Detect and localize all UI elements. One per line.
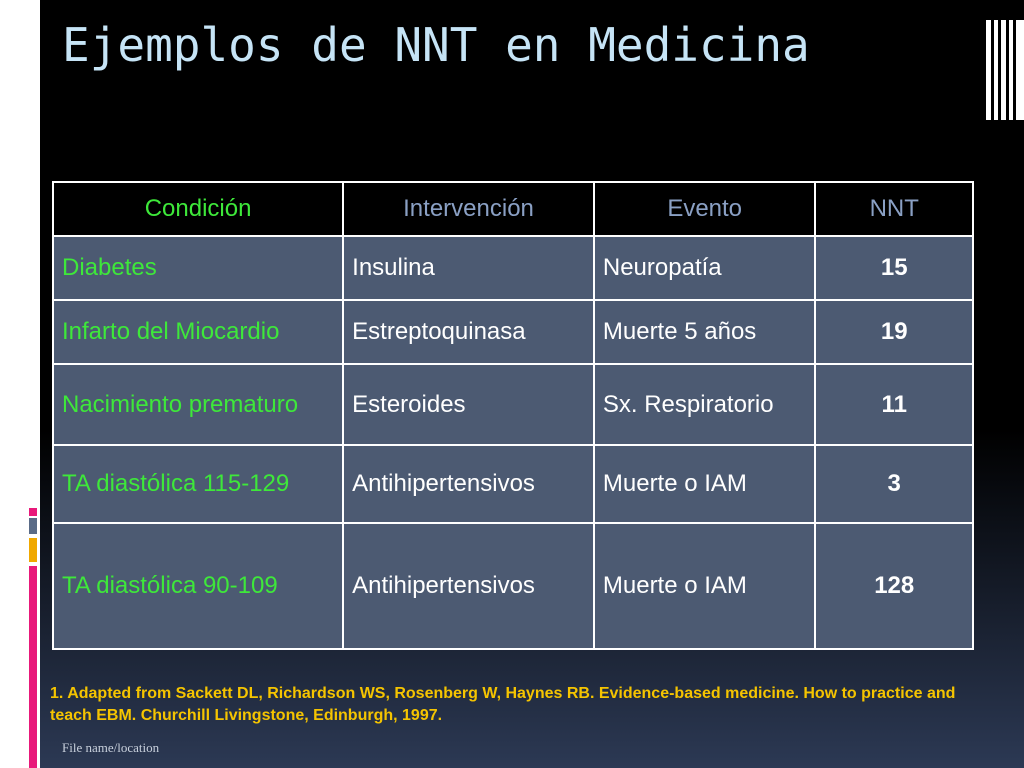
accent-bar-gold: [29, 538, 37, 562]
cell-nnt: 19: [814, 299, 974, 365]
header-evento: Evento: [592, 181, 817, 237]
table-row: TA diastólica 115-129 Antihipertensivos …: [51, 444, 974, 524]
reference-footnote: 1. Adapted from Sackett DL, Richardson W…: [50, 685, 956, 725]
table-header-row: Condición Intervención Evento NNT: [51, 181, 974, 237]
accent-bar-pink: [29, 566, 37, 768]
cell-evento: Muerte 5 años: [592, 299, 817, 365]
file-location-label: File name/location: [62, 740, 160, 755]
table-row: Diabetes Insulina Neuropatía 15: [51, 235, 974, 301]
accent-bar-slate: [29, 518, 37, 534]
cell-nnt: 3: [814, 444, 974, 524]
cell-condicion: TA diastólica 115-129: [51, 444, 345, 524]
header-nnt: NNT: [814, 181, 974, 237]
cell-condicion: TA diastólica 90-109: [51, 522, 345, 650]
header-intervencion: Intervención: [342, 181, 595, 237]
cell-evento: Neuropatía: [592, 235, 817, 301]
cell-intervencion: Estreptoquinasa: [342, 299, 595, 365]
table-row: TA diastólica 90-109 Antihipertensivos M…: [51, 522, 974, 650]
cell-nnt: 128: [814, 522, 974, 650]
decorative-stripes: [986, 20, 1024, 120]
cell-nnt: 15: [814, 235, 974, 301]
table-row: Infarto del Miocardio Estreptoquinasa Mu…: [51, 299, 974, 365]
cell-intervencion: Esteroides: [342, 363, 595, 446]
cell-evento: Muerte o IAM: [592, 444, 817, 524]
nnt-table: Condición Intervención Evento NNT Diabet…: [51, 181, 974, 650]
accent-bar-pink-small: [29, 508, 37, 516]
cell-intervencion: Antihipertensivos: [342, 444, 595, 524]
table-row: Nacimiento prematuro Esteroides Sx. Resp…: [51, 363, 974, 446]
cell-condicion: Infarto del Miocardio: [51, 299, 345, 365]
cell-condicion: Diabetes: [51, 235, 345, 301]
cell-nnt: 11: [814, 363, 974, 446]
cell-intervencion: Insulina: [342, 235, 595, 301]
slide-title: Ejemplos de NNT en Medicina: [62, 18, 810, 72]
cell-evento: Sx. Respiratorio: [592, 363, 817, 446]
cell-condicion: Nacimiento prematuro: [51, 363, 345, 446]
header-condicion: Condición: [51, 181, 345, 237]
cell-intervencion: Antihipertensivos: [342, 522, 595, 650]
cell-evento: Muerte o IAM: [592, 522, 817, 650]
